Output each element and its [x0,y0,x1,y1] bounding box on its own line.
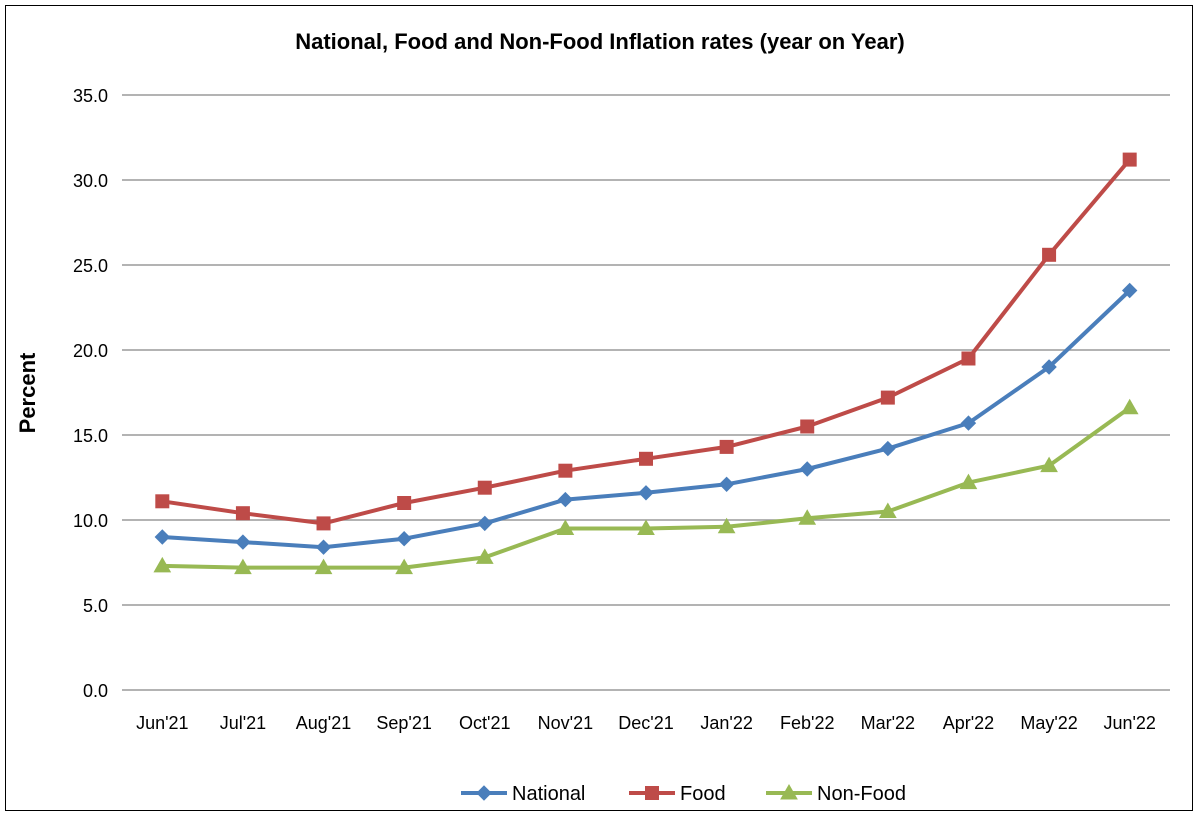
y-tick-label: 25.0 [73,256,108,276]
x-axis-ticks: Jun'21 Jul'21 Aug'21 Sep'21 Oct'21 Nov'21 Dec'… [136,713,1156,733]
series-non-food [153,398,1139,575]
data-point-marker [1122,152,1137,167]
chart-title: National, Food and Non-Food Inflation ra… [295,29,905,54]
data-point-marker [960,415,977,431]
data-point-marker [1041,359,1057,375]
x-tick-label: Jun'21 [136,713,188,733]
x-tick-label: Nov'21 [538,713,593,733]
data-point-marker [1042,247,1057,262]
data-point-marker [1121,282,1138,299]
x-tick-label: May'22 [1020,713,1077,733]
data-point-marker [395,558,414,575]
data-point-marker [154,529,171,545]
legend-item-non-food: Non-Food [766,783,906,805]
data-point-marker [557,491,574,508]
data-point-marker [477,515,493,532]
series-line [162,158,1132,526]
data-point-marker [475,548,494,564]
data-point-marker [234,558,252,575]
data-point-marker [719,439,734,454]
y-tick-label: 30.0 [73,171,108,191]
data-point-marker [235,534,251,550]
x-tick-label: Jun'22 [1103,713,1155,733]
data-point-marker [718,476,735,493]
data-point-marker [314,558,333,575]
legend-label: Non-Food [817,783,906,805]
data-point-marker [880,440,896,457]
data-point-marker [558,463,573,478]
y-axis-ticks: 0.0 5.0 10.0 15.0 20.0 25.0 30.0 35.0 [73,86,108,701]
y-tick-label: 20.0 [73,341,108,361]
x-tick-label: Apr'22 [943,713,994,733]
data-point-marker [396,530,412,547]
y-tick-label: 10.0 [73,511,108,531]
x-tick-label: Aug'21 [296,713,352,733]
series-food [155,152,1137,531]
data-point-marker [477,480,492,495]
y-tick-label: 5.0 [83,596,108,616]
series-national [154,282,1138,555]
data-point-marker [1040,456,1058,473]
data-point-marker [315,539,332,555]
data-point-marker [798,509,817,525]
data-point-marker [153,556,172,573]
data-point-marker [556,519,575,535]
chart-frame: National, Food and Non-Food Inflation ra… [5,5,1193,811]
y-axis-label: Percent [15,352,40,433]
series-group [153,152,1139,575]
data-point-marker [645,786,659,800]
legend-label: National [512,783,585,805]
data-point-marker [717,517,736,534]
x-tick-label: Sep'21 [376,713,432,733]
data-point-marker [959,473,978,490]
legend-label: Food [680,783,726,805]
legend-item-national: National [461,783,585,805]
line-chart: National, Food and Non-Food Inflation ra… [15,29,1170,805]
x-tick-label: Jul'21 [220,713,266,733]
data-point-marker [878,502,897,518]
data-point-marker [316,516,331,531]
series-line [162,289,1132,550]
data-point-marker [780,783,798,800]
data-point-marker [800,419,815,434]
data-point-marker [397,496,412,510]
legend: National Food Non-Food [461,783,906,805]
x-tick-label: Jan'22 [700,713,752,733]
data-point-marker [1120,398,1139,415]
data-point-marker [961,351,976,366]
data-point-marker [155,494,170,509]
legend-item-food: Food [629,783,726,805]
data-point-marker [637,519,655,535]
y-tick-label: 15.0 [73,426,108,446]
x-tick-label: Oct'21 [459,713,510,733]
x-tick-label: Feb'22 [780,713,834,733]
data-point-marker [476,785,492,801]
data-point-marker [235,506,250,521]
data-point-marker [880,390,895,405]
x-tick-label: Mar'22 [861,713,915,733]
y-tick-label: 0.0 [83,681,108,701]
y-tick-label: 35.0 [73,86,108,106]
data-point-marker [799,461,815,477]
x-tick-label: Dec'21 [618,713,673,733]
data-point-marker [638,485,654,501]
data-point-marker [639,451,653,466]
